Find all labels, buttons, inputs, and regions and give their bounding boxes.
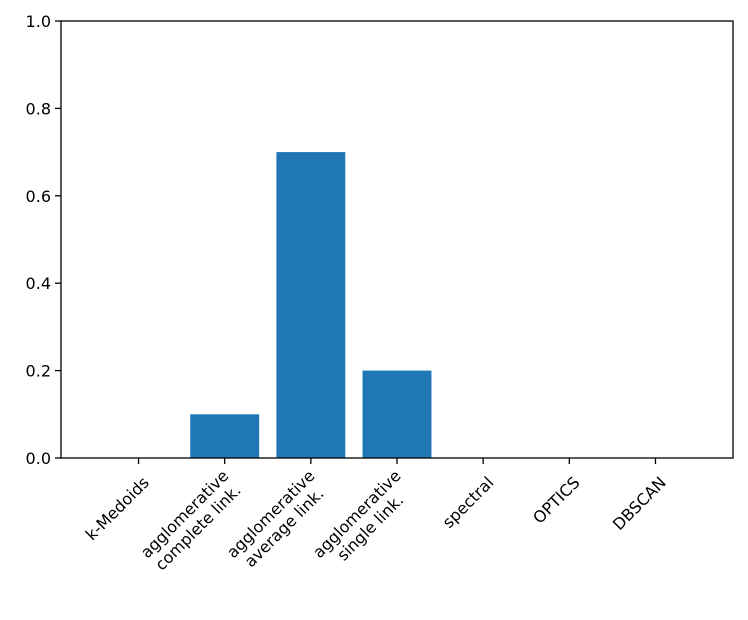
svg-text:spectral: spectral [439, 473, 498, 532]
svg-text:k-Medoids: k-Medoids [82, 473, 153, 544]
x-tick-label: agglomerativeaverage link. [223, 466, 332, 575]
x-tick-label: agglomerativesingle link. [309, 466, 418, 575]
y-tick-label: 0.4 [26, 274, 51, 293]
y-tick-label: 0.2 [26, 362, 51, 381]
bars-group [190, 152, 432, 458]
svg-text:agglomerativecomplete link.: agglomerativecomplete link. [137, 466, 246, 575]
y-tick-label: 1.0 [26, 12, 51, 31]
bar-2 [276, 152, 346, 458]
x-tick-label: agglomerativecomplete link. [137, 466, 246, 575]
x-tick-label: k-Medoids [82, 473, 153, 544]
y-tick-label: 0.8 [26, 99, 51, 118]
y-axis: 0.0 0.2 0.4 0.6 0.8 1.0 [26, 12, 61, 468]
svg-text:agglomerativeaverage link.: agglomerativeaverage link. [223, 466, 332, 575]
plot-frame [60, 20, 734, 459]
x-tick-label: OPTICS [529, 473, 583, 527]
svg-text:OPTICS: OPTICS [529, 473, 583, 527]
bar-1 [190, 414, 260, 458]
svg-text:agglomerativesingle link.: agglomerativesingle link. [309, 466, 418, 575]
bar-3 [362, 370, 432, 458]
y-tick-label: 0.6 [26, 187, 51, 206]
y-tick-label: 0.0 [26, 449, 51, 468]
x-tick-label: spectral [439, 473, 498, 532]
x-tick-label: DBSCAN [609, 473, 670, 534]
svg-text:DBSCAN: DBSCAN [609, 473, 670, 534]
